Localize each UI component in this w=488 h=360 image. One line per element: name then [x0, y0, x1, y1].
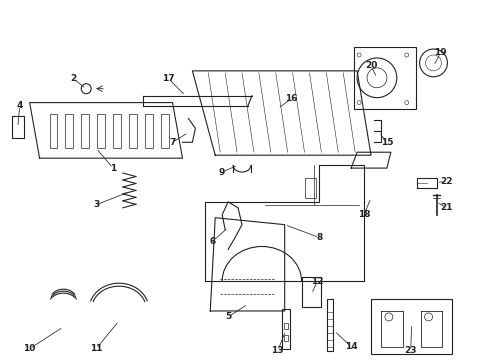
Bar: [326, 299, 333, 351]
Text: 2: 2: [70, 74, 76, 83]
Text: 11: 11: [90, 344, 102, 353]
Text: 12: 12: [310, 277, 323, 286]
Text: 23: 23: [404, 346, 416, 355]
Text: 17: 17: [162, 74, 175, 83]
Text: 13: 13: [271, 346, 284, 355]
Bar: [49, 113, 57, 148]
Text: 4: 4: [17, 101, 23, 110]
Text: 19: 19: [433, 49, 446, 58]
Bar: [283, 323, 287, 329]
Text: 10: 10: [23, 344, 36, 353]
Text: 3: 3: [93, 200, 99, 209]
Text: 16: 16: [285, 94, 297, 103]
Bar: [370, 299, 451, 354]
Text: 9: 9: [219, 167, 225, 176]
Bar: [353, 47, 415, 109]
Bar: [113, 113, 121, 148]
Bar: [281, 309, 289, 349]
Text: 15: 15: [380, 138, 392, 147]
Bar: [304, 178, 316, 198]
Bar: [283, 335, 287, 341]
Text: 20: 20: [364, 62, 376, 71]
Bar: [144, 113, 152, 148]
Bar: [97, 113, 105, 148]
Bar: [129, 113, 137, 148]
Bar: [12, 117, 24, 138]
Text: 8: 8: [316, 233, 322, 242]
Bar: [81, 113, 89, 148]
Bar: [161, 113, 168, 148]
Bar: [65, 113, 73, 148]
Text: 6: 6: [209, 237, 215, 246]
Bar: [301, 277, 321, 307]
Text: 1: 1: [110, 163, 116, 172]
Text: 5: 5: [224, 312, 231, 321]
Text: 21: 21: [439, 203, 452, 212]
Text: 22: 22: [439, 177, 452, 186]
Text: 18: 18: [357, 210, 369, 219]
Text: 14: 14: [344, 342, 357, 351]
Text: 7: 7: [169, 138, 175, 147]
